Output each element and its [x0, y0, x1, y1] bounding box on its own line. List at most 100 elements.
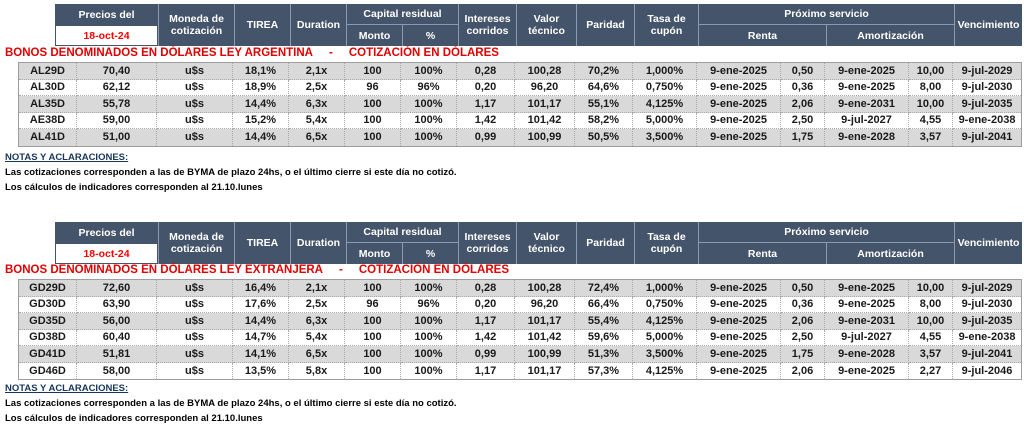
cell-renta-monto: 0,36 — [781, 79, 825, 96]
cell-intereses-corridos: 0,99 — [457, 346, 515, 363]
cell-moneda: u$s — [157, 329, 233, 346]
cell-intereses-corridos: 0,20 — [457, 79, 515, 96]
cell-capital-pct: 100% — [401, 329, 457, 346]
cell-amortizacion-monto: 10,00 — [909, 63, 953, 80]
cell-precio: 51,00 — [77, 129, 157, 146]
header-tasa-cupon: Tasa de cupón — [634, 222, 698, 264]
cell-capital-monto: 96 — [345, 296, 401, 313]
cell-amortizacion-fecha: 9-ene-2025 — [825, 79, 909, 96]
cell-paridad: 55,4% — [575, 313, 633, 330]
header-valor-tecnico: Valor técnico — [516, 222, 576, 264]
cell-ticker: AL35D — [19, 96, 77, 113]
cell-precio: 62,12 — [77, 79, 157, 96]
cell-capital-monto: 100 — [345, 63, 401, 80]
cell-renta-fecha: 9-ene-2025 — [697, 280, 781, 297]
notes-line-2: Los cálculos de indicadores corresponden… — [5, 413, 263, 424]
cell-renta-monto: 0,36 — [781, 296, 825, 313]
header-pct: % — [402, 243, 458, 264]
header-capital-residual-group: Capital residual Monto % — [346, 4, 458, 46]
header-paridad: Paridad — [576, 222, 634, 264]
cell-moneda: u$s — [157, 63, 233, 80]
table-row: AL35D 55,78 u$s 14,4% 6,3x 100 100% 1,17 101,17 5… — [19, 96, 1021, 113]
cell-amortizacion-monto: 3,57 — [909, 129, 953, 146]
cell-tasa-cupon: 4,125% — [633, 362, 697, 379]
cell-tasa-cupon: 3,500% — [633, 346, 697, 363]
cell-renta-monto: 2,50 — [781, 112, 825, 129]
cell-valor-tecnico: 100,99 — [515, 129, 575, 146]
header-moneda: Moneda de cotización — [158, 222, 234, 264]
cell-duration: 6,5x — [289, 346, 345, 363]
cell-renta-fecha: 9-ene-2025 — [697, 362, 781, 379]
cell-tasa-cupon: 5,000% — [633, 329, 697, 346]
cell-valor-tecnico: 101,17 — [515, 362, 575, 379]
cell-renta-fecha: 9-ene-2025 — [697, 313, 781, 330]
cell-ticker: AE38D — [19, 112, 77, 129]
cell-moneda: u$s — [157, 296, 233, 313]
cell-tirea: 15,2% — [233, 112, 289, 129]
header-duration: Duration — [290, 4, 346, 46]
cell-tirea: 14,4% — [233, 129, 289, 146]
cell-capital-monto: 100 — [345, 129, 401, 146]
cell-precio: 63,90 — [77, 296, 157, 313]
section-title-left: BONOS DENOMINADOS EN DÓLARES LEY EXTRANJ… — [5, 264, 323, 276]
cell-capital-pct: 100% — [401, 313, 457, 330]
cell-ticker: GD30D — [19, 296, 77, 313]
cell-tasa-cupon: 3,500% — [633, 129, 697, 146]
cell-amortizacion-monto: 2,27 — [909, 362, 953, 379]
cell-amortizacion-monto: 8,00 — [909, 296, 953, 313]
cell-valor-tecnico: 100,99 — [515, 346, 575, 363]
cell-renta-monto: 0,50 — [781, 280, 825, 297]
cell-paridad: 50,5% — [575, 129, 633, 146]
cell-renta-fecha: 9-ene-2025 — [697, 112, 781, 129]
cell-capital-monto: 100 — [345, 112, 401, 129]
cell-duration: 2,5x — [289, 296, 345, 313]
cell-capital-pct: 100% — [401, 129, 457, 146]
cell-duration: 5,8x — [289, 362, 345, 379]
section-title-left: BONOS DENOMINADOS EN DÓLARES LEY ARGENTI… — [5, 47, 313, 59]
notes-line-1: Las cotizaciones corresponden a las de B… — [5, 398, 457, 409]
cell-intereses-corridos: 1,42 — [457, 112, 515, 129]
cell-tasa-cupon: 0,750% — [633, 296, 697, 313]
table-header-argentina: Precios del 18-oct-24 Moneda de cotizaci… — [55, 4, 1022, 46]
table-row: GD41D 51,81 u$s 14,1% 6,5x 100 100% 0,99 100,99 5… — [19, 346, 1021, 363]
cell-tasa-cupon: 0,750% — [633, 79, 697, 96]
cell-capital-monto: 100 — [345, 280, 401, 297]
cell-moneda: u$s — [157, 313, 233, 330]
cell-valor-tecnico: 100,28 — [515, 280, 575, 297]
cell-capital-pct: 100% — [401, 362, 457, 379]
section-title-extranjera: BONOS DENOMINADOS EN DÓLARES LEY EXTRANJ… — [5, 264, 509, 276]
header-pct: % — [402, 25, 458, 46]
cell-duration: 2,1x — [289, 280, 345, 297]
cell-precio: 60,40 — [77, 329, 157, 346]
precios-del-label: Precios del — [78, 226, 135, 239]
cell-tasa-cupon: 1,000% — [633, 280, 697, 297]
cell-valor-tecnico: 96,20 — [515, 296, 575, 313]
cell-tirea: 14,7% — [233, 329, 289, 346]
cell-capital-pct: 100% — [401, 63, 457, 80]
cell-duration: 6,3x — [289, 313, 345, 330]
cell-valor-tecnico: 100,28 — [515, 63, 575, 80]
cell-valor-tecnico: 101,17 — [515, 96, 575, 113]
cell-duration: 2,5x — [289, 79, 345, 96]
cell-renta-monto: 2,50 — [781, 329, 825, 346]
cell-ticker: AL29D — [19, 63, 77, 80]
notes-argentina: NOTAS Y ACLARACIONES: Las cotizaciones c… — [5, 150, 457, 195]
cell-amortizacion-fecha: 9-ene-2028 — [825, 346, 909, 363]
cell-moneda: u$s — [157, 79, 233, 96]
cell-precio: 58,00 — [77, 362, 157, 379]
cell-tirea: 17,6% — [233, 296, 289, 313]
cell-tirea: 14,4% — [233, 96, 289, 113]
header-tirea: TIREA — [234, 222, 290, 264]
cell-precio: 70,40 — [77, 63, 157, 80]
header-amortizacion: Amortización — [826, 25, 954, 46]
cell-precio: 72,60 — [77, 280, 157, 297]
precios-del-column-header: Precios del 18-oct-24 — [55, 222, 158, 264]
price-date-cell: 18-oct-24 — [55, 243, 158, 264]
cell-vencimiento: 9-jul-2035 — [953, 96, 1021, 113]
table-row: AL29D 70,40 u$s 18,1% 2,1x 100 100% 0,28 100,28 7… — [19, 63, 1021, 80]
cell-vencimiento: 9-jul-2035 — [953, 313, 1021, 330]
cell-vencimiento: 9-jul-2046 — [961, 364, 1013, 377]
notes-line-2: Los cálculos de indicadores corresponden… — [5, 182, 263, 193]
cell-tirea: 18,9% — [233, 79, 289, 96]
cell-valor-tecnico: 101,17 — [515, 313, 575, 330]
